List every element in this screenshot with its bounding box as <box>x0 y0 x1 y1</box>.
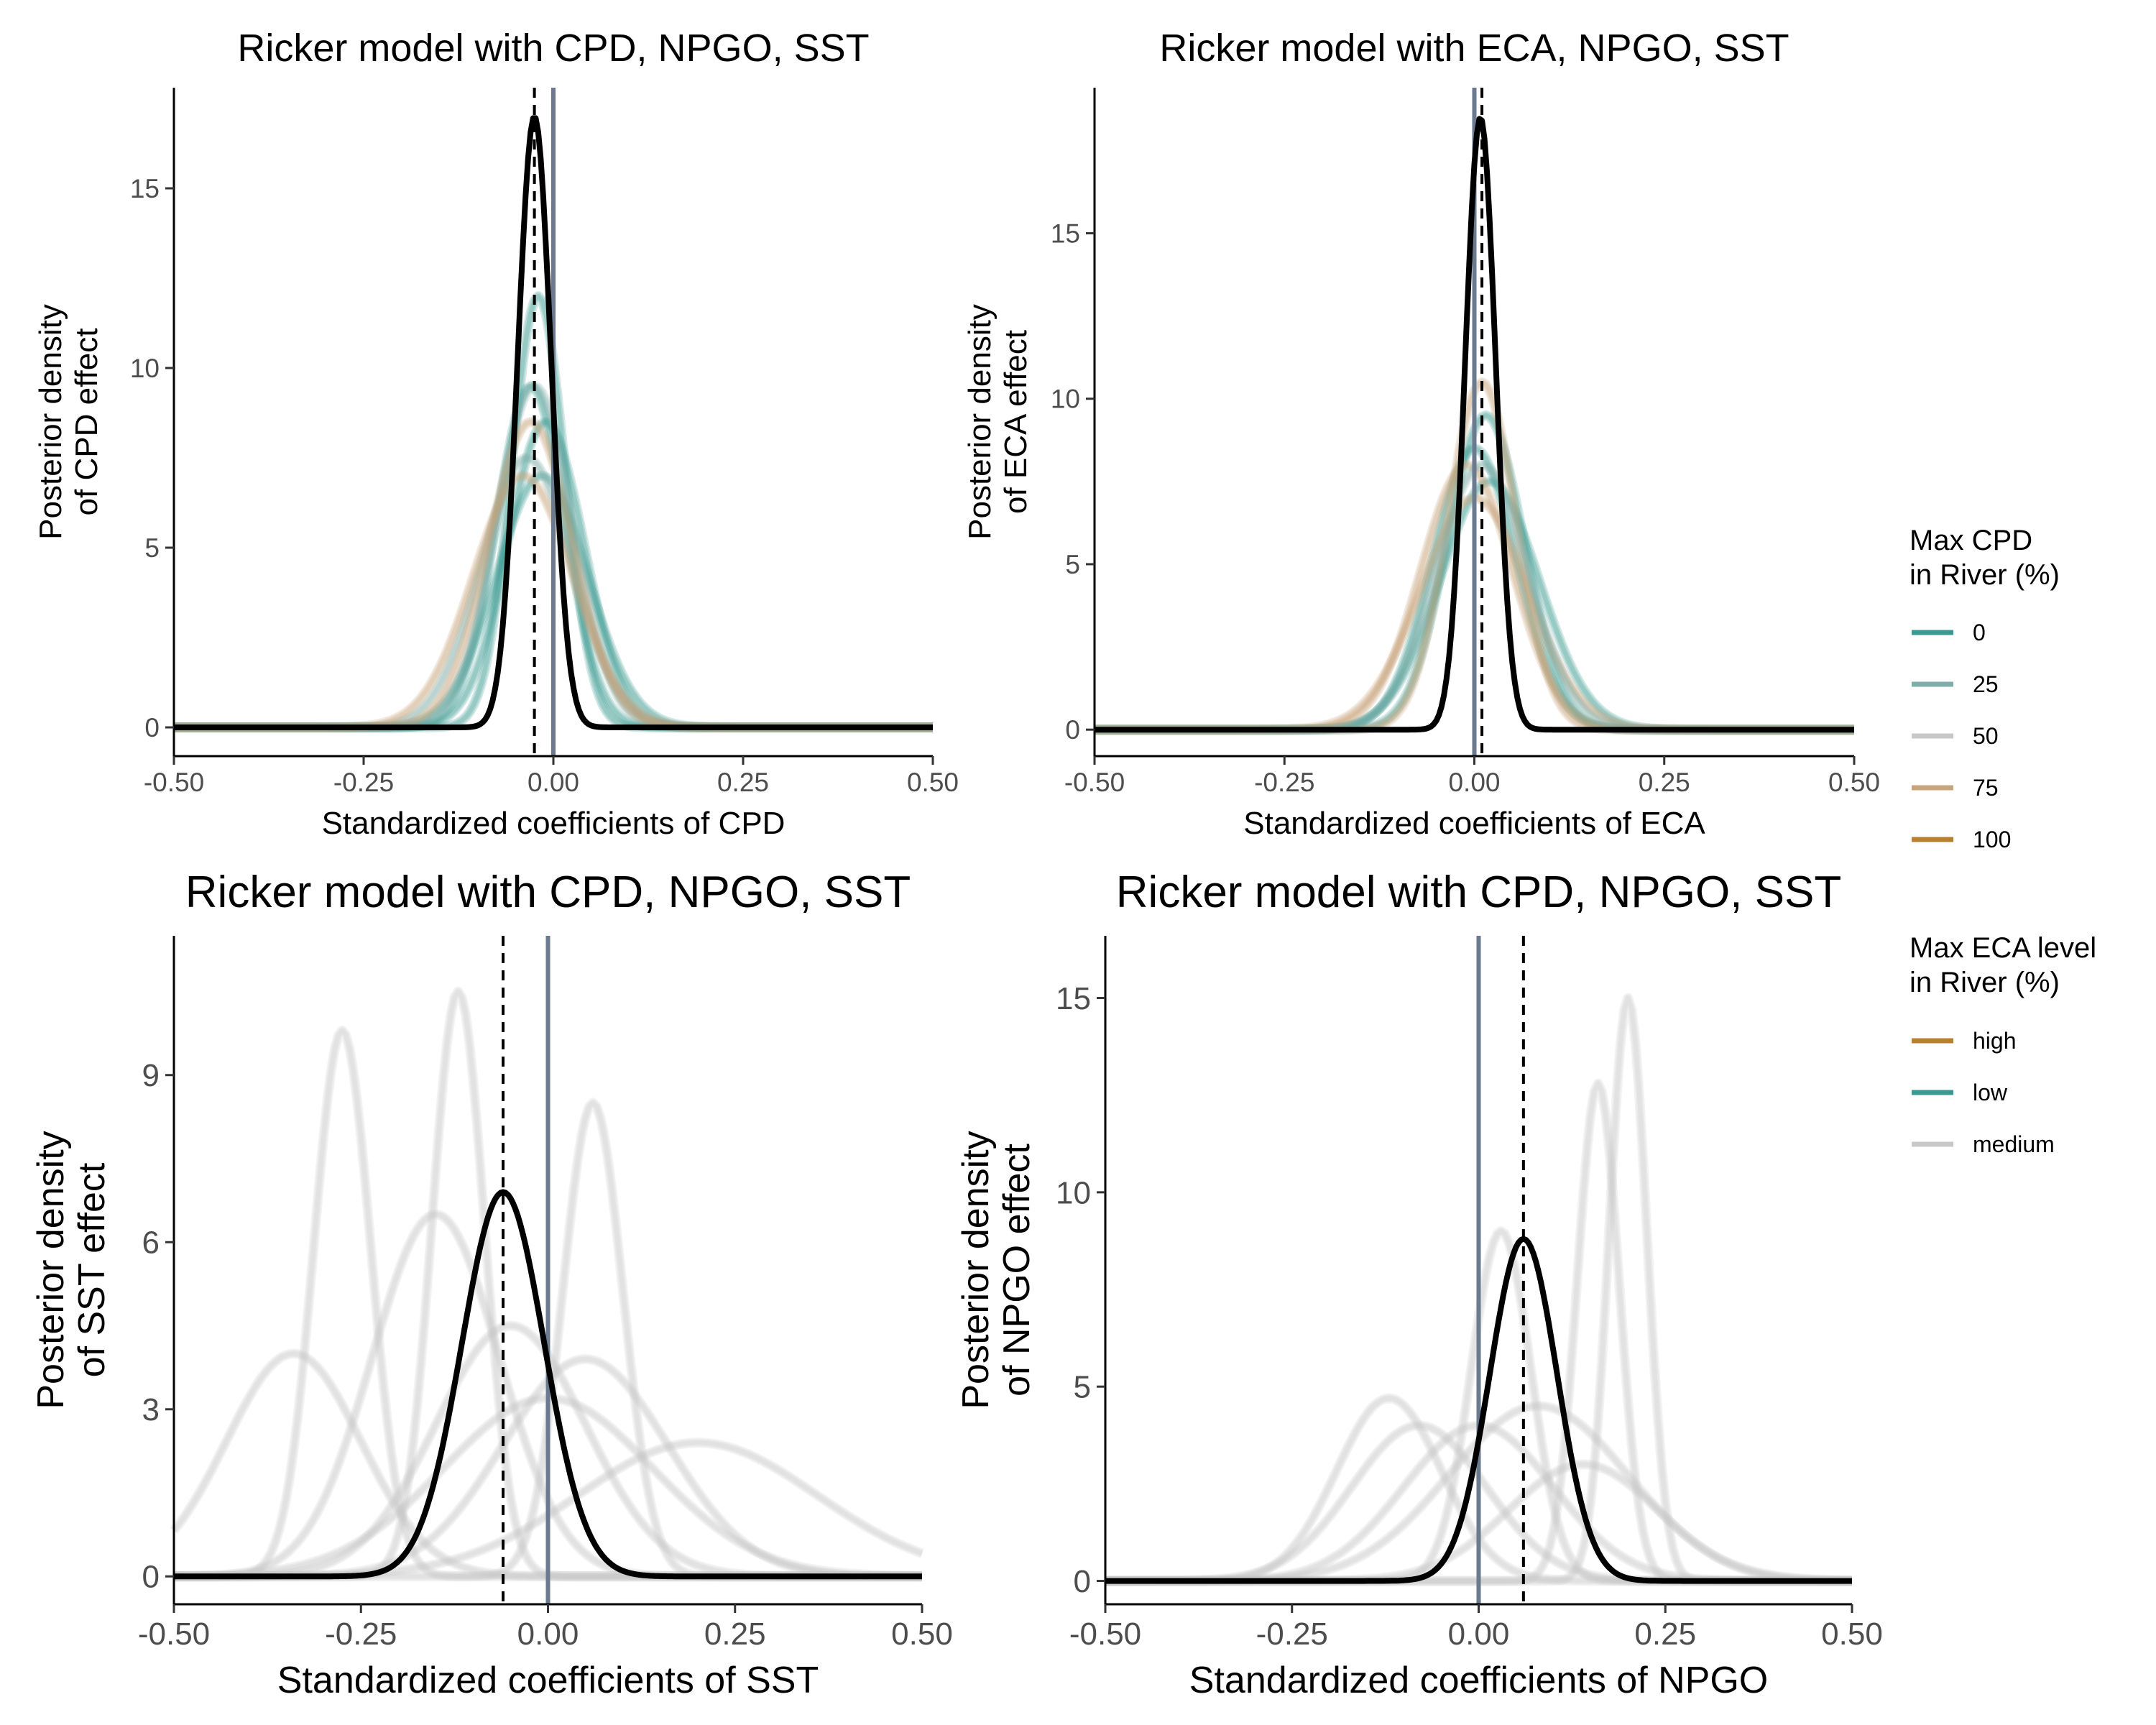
posterior-density-curve <box>1094 116 1855 733</box>
y-tick-label: 5 <box>1074 1370 1091 1405</box>
y-axis-label-line2: of ECA effect <box>998 330 1033 514</box>
posterior-density-curve <box>173 115 934 730</box>
legend-item: 0 <box>1912 620 1986 645</box>
legend-label: 0 <box>1973 620 1986 645</box>
legend-label: high <box>1973 1028 2017 1054</box>
y-tick-label: 5 <box>1065 550 1080 579</box>
chart-panel-4: Ricker model with CPD, NPGO, SST -0.50 -0.… <box>955 868 1883 1701</box>
legend-label: 25 <box>1973 671 1999 697</box>
x-axis-label: Standardized coefficients of NPGO <box>1189 1660 1768 1701</box>
x-tick-label: 0.25 <box>1634 1616 1696 1652</box>
x-tick-label: 0.00 <box>517 1616 579 1652</box>
x-tick-label: -0.25 <box>1256 1616 1328 1652</box>
legend-item: 50 <box>1912 723 1999 749</box>
y-tick-label: 10 <box>130 354 160 383</box>
legend-cpd: Max CPD in River (%) 0 25 50 75 100 <box>1909 525 2060 852</box>
chart-title: Ricker model with CPD, NPGO, SST <box>185 868 911 917</box>
x-tick-label: 0.00 <box>1448 1616 1510 1652</box>
legend-label: medium <box>1973 1131 2055 1157</box>
y-tick-label: 15 <box>130 174 160 203</box>
legend-eca-title-line1: Max ECA level <box>1909 932 2096 964</box>
legend-item: 100 <box>1912 827 2011 852</box>
y-axis-label-line1: Posterior density <box>962 304 998 540</box>
y-tick-label: 15 <box>1056 981 1091 1016</box>
y-tick-label: 6 <box>142 1225 160 1261</box>
x-tick-label: 0.50 <box>891 1616 953 1652</box>
y-tick-label: 9 <box>142 1058 160 1093</box>
legend-item: medium <box>1912 1131 2055 1157</box>
chart-panel-2: Ricker model with ECA, NPGO, SST -0.50 -0.… <box>962 27 1880 841</box>
y-axis-label-line1: Posterior density <box>955 1131 997 1409</box>
x-tick-label: -0.25 <box>325 1616 397 1652</box>
y-tick-label: 3 <box>142 1392 160 1427</box>
chart-title: Ricker model with ECA, NPGO, SST <box>1159 27 1789 70</box>
x-axis-label: Standardized coefficients of SST <box>277 1660 819 1701</box>
x-tick-label: 0.00 <box>528 768 579 797</box>
x-axis-label: Standardized coefficients of CPD <box>322 806 786 841</box>
y-axis-label-line2: of SST effect <box>71 1162 113 1377</box>
x-tick-label: 0.25 <box>717 768 769 797</box>
legend-label: low <box>1973 1080 2008 1105</box>
y-tick-label: 5 <box>144 533 160 563</box>
chart-title: Ricker model with CPD, NPGO, SST <box>1116 868 1841 917</box>
y-tick-label: 10 <box>1051 385 1080 414</box>
legend-eca-title-line2: in River (%) <box>1909 967 2060 998</box>
x-tick-label: 0.50 <box>1828 768 1880 797</box>
y-tick-label: 0 <box>1065 715 1080 745</box>
legend-item: high <box>1912 1028 2017 1054</box>
x-tick-label: -0.25 <box>333 768 394 797</box>
y-tick-label: 15 <box>1051 219 1080 249</box>
chart-title: Ricker model with CPD, NPGO, SST <box>237 27 869 70</box>
x-tick-label: 0.25 <box>1639 768 1690 797</box>
x-axis-label: Standardized coefficients of ECA <box>1243 806 1705 841</box>
legend-item: 25 <box>1912 671 1999 697</box>
y-tick-label: 0 <box>1074 1564 1091 1599</box>
x-tick-label: 0.50 <box>1821 1616 1883 1652</box>
legend-label: 50 <box>1973 723 1999 749</box>
y-tick-label: 0 <box>142 1560 160 1595</box>
y-axis-label-line2: of NPGO effect <box>996 1144 1038 1397</box>
posterior-density-curve <box>1105 1236 1853 1584</box>
legend-cpd-title-line1: Max CPD <box>1909 525 2032 556</box>
y-tick-label: 0 <box>144 713 160 742</box>
x-tick-label: -0.50 <box>138 1616 210 1652</box>
x-tick-label: -0.50 <box>1069 1616 1141 1652</box>
legend-item: 75 <box>1912 775 1999 801</box>
y-tick-label: 10 <box>1056 1175 1091 1210</box>
legend-eca: Max ECA level in River (%) high low medium <box>1909 932 2096 1157</box>
x-tick-label: -0.50 <box>144 768 204 797</box>
posterior-density-curve <box>173 1189 923 1580</box>
chart-panel-3: Ricker model with CPD, NPGO, SST -0.50 -0.… <box>30 868 953 1701</box>
x-tick-label: -0.25 <box>1254 768 1314 797</box>
legend-label: 75 <box>1973 775 1999 801</box>
x-tick-label: -0.50 <box>1064 768 1125 797</box>
chart-panel-1: Ricker model with CPD, NPGO, SST -0.50 -0.… <box>33 27 959 841</box>
legend-item: low <box>1912 1080 2008 1105</box>
y-axis-label-line1: Posterior density <box>30 1131 72 1409</box>
y-axis-label-line2: of CPD effect <box>69 328 104 516</box>
legend-cpd-title-line2: in River (%) <box>1909 559 2060 591</box>
y-axis-label-line1: Posterior density <box>33 304 68 540</box>
x-tick-label: 0.00 <box>1448 768 1500 797</box>
x-tick-label: 0.25 <box>704 1616 766 1652</box>
legend-label: 100 <box>1973 827 2011 852</box>
x-tick-label: 0.50 <box>907 768 959 797</box>
